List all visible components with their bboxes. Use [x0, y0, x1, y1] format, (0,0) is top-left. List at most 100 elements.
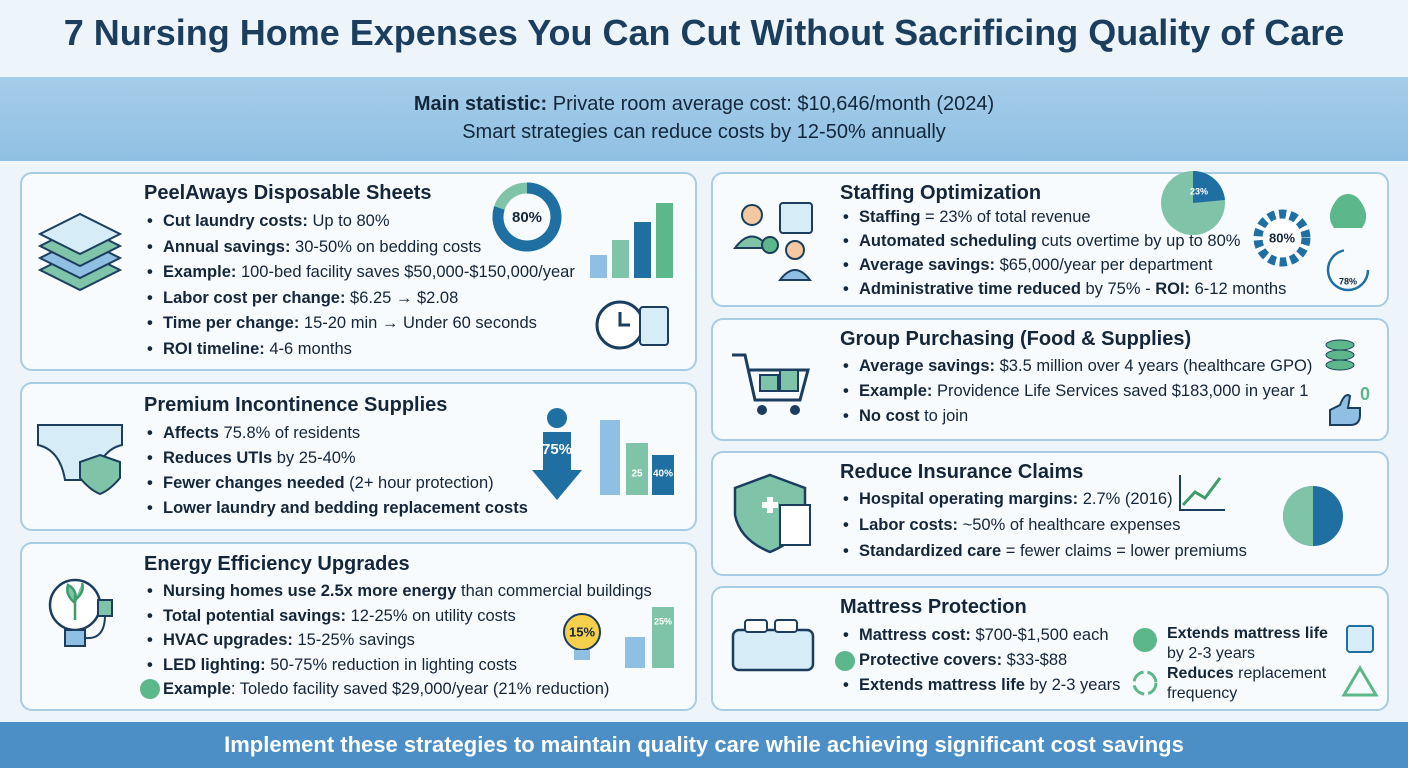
- text: 100-bed facility saves $50,000-$150,000/…: [236, 263, 575, 281]
- text: 2.7% (2016): [1078, 490, 1173, 508]
- bold-text: Affects: [163, 424, 219, 442]
- bold-text: Extends mattress life: [859, 676, 1025, 694]
- bold-text: Annual savings:: [163, 237, 291, 256]
- bold-text: Nursing homes use 2.5x more energy: [163, 582, 457, 600]
- bold-text: Labor costs:: [859, 516, 959, 534]
- text: to join: [919, 407, 969, 425]
- text: $6.25 → $2.08: [345, 288, 459, 307]
- footer: Implement these strategies to maintain q…: [0, 722, 1408, 768]
- text: $3.5 million over 4 years (healthcare GP…: [995, 357, 1313, 375]
- text: Up to 80%: [307, 212, 390, 230]
- bullet: Fewer changes needed (2+ hour protection…: [147, 474, 494, 493]
- bold-text: Automated scheduling: [859, 232, 1037, 250]
- card-title: Energy Efficiency Upgrades: [144, 553, 410, 575]
- bold-text: Staffing: [859, 208, 921, 226]
- bullet: Average savings: $65,000/year per depart…: [843, 256, 1213, 275]
- card-title: PeelAways Disposable Sheets: [144, 182, 432, 204]
- card: Reduce Insurance Claims Hospital operatin…: [711, 451, 1389, 576]
- text: $700-$1,500 each: [970, 626, 1109, 644]
- text: 30-50% on bedding costs: [290, 237, 482, 256]
- bullet: Average savings: $3.5 million over 4 yea…: [843, 357, 1313, 376]
- text: 4-6 months: [264, 339, 352, 358]
- text: 15-25% savings: [292, 631, 415, 649]
- bold-text: No cost: [859, 407, 920, 425]
- bullet: Reduces UTIs by 25-40%: [147, 449, 356, 468]
- text: replacement frequency: [1167, 665, 1327, 702]
- text: 6-12 months: [1190, 280, 1287, 298]
- text: by 75% -: [1080, 280, 1156, 298]
- bullet: No cost to join: [843, 407, 969, 426]
- side-note: Extends mattress life by 2-3 years: [1167, 624, 1347, 664]
- bold-text: Average savings:: [859, 357, 996, 375]
- text: 12-25% on utility costs: [346, 606, 516, 625]
- bullet: Time per change: 15-20 min → Under 60 se…: [147, 314, 537, 333]
- card: Mattress Protection Mattress cost: $700-$…: [711, 586, 1389, 711]
- text: $33-$88: [1002, 651, 1068, 669]
- bullet: Nursing homes use 2.5x more energy than …: [147, 582, 652, 601]
- card-title: Group Purchasing (Food & Supplies): [840, 328, 1192, 350]
- text: ~50% of healthcare expenses: [958, 516, 1181, 534]
- bullet: Protective covers: $33-$88: [843, 651, 1068, 670]
- bullet: Staffing = 23% of total revenue: [843, 208, 1091, 227]
- text: $65,000/year per department: [995, 256, 1213, 274]
- banner-line: Main statistic: Private room average cos…: [0, 90, 1408, 118]
- bold-text: Example: [163, 680, 231, 698]
- bold-text: Time per change:: [163, 314, 300, 332]
- bold-text: Average savings:: [859, 256, 996, 274]
- text: by 2-3 years: [1167, 645, 1256, 662]
- bullet: Cut laundry costs: Up to 80%: [147, 212, 390, 231]
- bold-text: Example:: [163, 263, 237, 281]
- bullet: Example: Providence Life Services saved …: [843, 382, 1308, 401]
- bold-text: Extends mattress life: [1167, 625, 1328, 642]
- bold-text: Mattress cost:: [859, 626, 971, 644]
- bullet: LED lighting: 50-75% reduction in lighti…: [147, 655, 517, 675]
- bold-text: Standardized care: [859, 542, 1002, 560]
- card: PeelAways Disposable Sheets Cut laundry c…: [20, 172, 697, 371]
- bold-text: Lower laundry and bedding replacement co…: [163, 499, 528, 517]
- card-title: Staffing Optimization: [840, 182, 1042, 204]
- card: Staffing Optimization Staffing = 23% of t…: [711, 172, 1389, 307]
- bullet: Lower laundry and bedding replacement co…: [147, 499, 528, 518]
- page-title: 7 Nursing Home Expenses You Can Cut With…: [63, 12, 1345, 53]
- text: 50-75% reduction in lighting costs: [265, 655, 517, 674]
- bullet: Affects 75.8% of residents: [147, 424, 360, 443]
- card-title: Premium Incontinence Supplies: [144, 394, 448, 416]
- card: Premium Incontinence Supplies Affects 75.…: [20, 382, 697, 531]
- text: : Toledo facility saved $29,000/year (21…: [230, 680, 610, 698]
- card: Group Purchasing (Food & Supplies) Averag…: [711, 318, 1389, 441]
- text: by 25-40%: [272, 449, 356, 467]
- text: 15-20 min → Under 60 seconds: [299, 314, 537, 332]
- bold-text: Main statistic:: [413, 93, 548, 115]
- bullet: Annual savings: 30-50% on bedding costs: [147, 237, 482, 257]
- bullet: Standardized care = fewer claims = lower…: [843, 542, 1247, 561]
- bullet: Labor cost per change: $6.25 → $2.08: [147, 288, 459, 308]
- bullet: Labor costs: ~50% of healthcare expenses: [843, 516, 1181, 535]
- bold-text: Reduces: [1167, 665, 1234, 682]
- text: = fewer claims = lower premiums: [1001, 542, 1247, 560]
- bold-text: Hospital operating margins:: [859, 490, 1079, 508]
- text: = 23% of total revenue: [920, 208, 1091, 226]
- text: Private room average cost: $10,646/month…: [547, 93, 995, 115]
- bullet: Example: 100-bed facility saves $50,000-…: [147, 263, 575, 282]
- bullet: Automated scheduling cuts overtime by up…: [843, 232, 1241, 251]
- bullet: Administrative time reduced by 75% - ROI…: [843, 280, 1287, 299]
- bold-text: ROI timeline:: [163, 339, 265, 358]
- bold-text: Example:: [859, 382, 933, 400]
- card-title: Mattress Protection: [840, 596, 1027, 618]
- bold-text: Total potential savings:: [163, 606, 347, 625]
- card: Energy Efficiency Upgrades Nursing homes …: [20, 542, 697, 711]
- bold-text: HVAC upgrades:: [163, 631, 293, 649]
- bold-text: Fewer changes needed: [163, 474, 345, 492]
- text: (2+ hour protection): [344, 474, 494, 492]
- bold-text: Labor cost per change:: [163, 288, 346, 307]
- text: cuts overtime by up to 80%: [1036, 232, 1241, 250]
- text: by 2-3 years: [1024, 676, 1121, 694]
- banner: Main statistic: Private room average cos…: [0, 77, 1408, 161]
- side-note: Reduces replacement frequency: [1167, 664, 1347, 704]
- bullet: ROI timeline: 4-6 months: [147, 339, 352, 359]
- bullet: Extends mattress life by 2-3 years: [843, 676, 1121, 695]
- bullet: HVAC upgrades: 15-25% savings: [147, 631, 415, 650]
- bullet: Example: Toledo facility saved $29,000/y…: [147, 680, 610, 699]
- bullet: Total potential savings: 12-25% on utili…: [147, 606, 516, 626]
